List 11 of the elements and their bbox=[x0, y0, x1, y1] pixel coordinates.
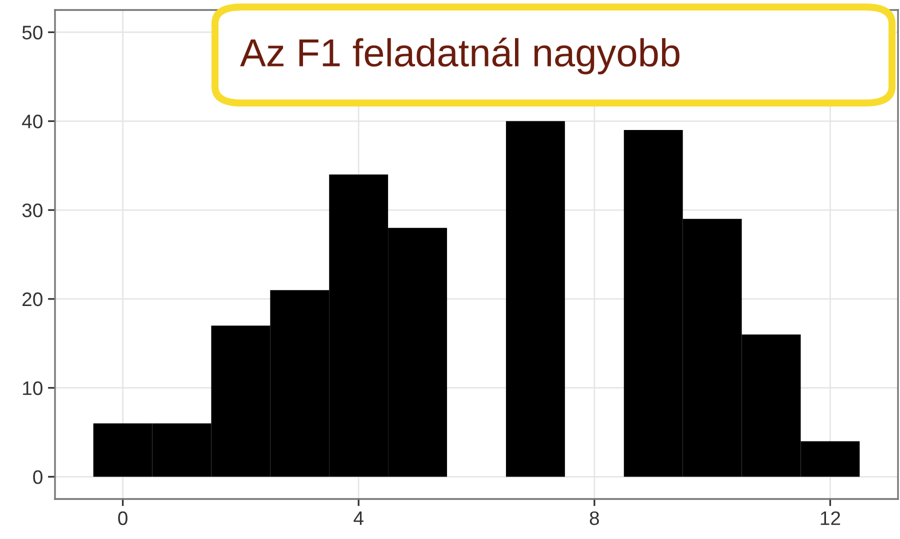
annotation: Az F1 feladatnál nagyobb bbox=[240, 38, 680, 74]
y-tick-label: 10 bbox=[23, 381, 42, 396]
x-tick-label: 12 bbox=[820, 511, 840, 525]
y-tick-label: 0 bbox=[33, 470, 42, 484]
x-tick-label: 8 bbox=[590, 511, 599, 526]
y-tick-label: 40 bbox=[22, 114, 42, 128]
x-tick-label: 0 bbox=[118, 511, 128, 526]
y-tick-label: 30 bbox=[22, 204, 42, 218]
y-tick-label: 50 bbox=[22, 26, 42, 40]
y-tick-label: 20 bbox=[22, 292, 42, 306]
x-tick-label: 4 bbox=[354, 512, 364, 525]
